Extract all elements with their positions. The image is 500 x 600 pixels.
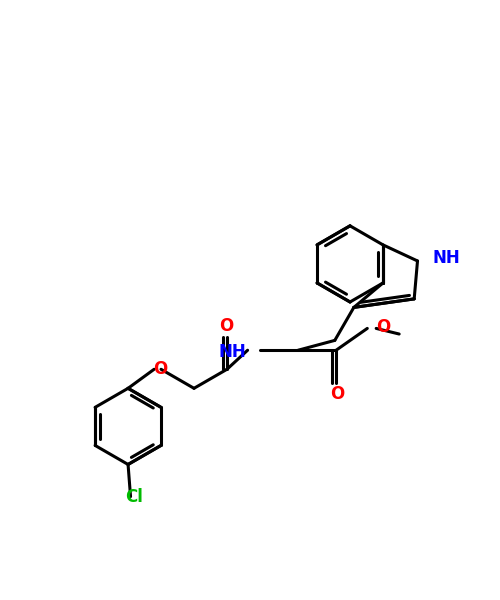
Text: O: O — [153, 360, 167, 378]
Text: O: O — [330, 385, 344, 403]
Text: O: O — [219, 317, 233, 335]
Text: NH: NH — [432, 250, 460, 268]
Text: NH: NH — [219, 343, 246, 361]
Text: Cl: Cl — [126, 488, 144, 506]
Text: O: O — [376, 318, 390, 336]
